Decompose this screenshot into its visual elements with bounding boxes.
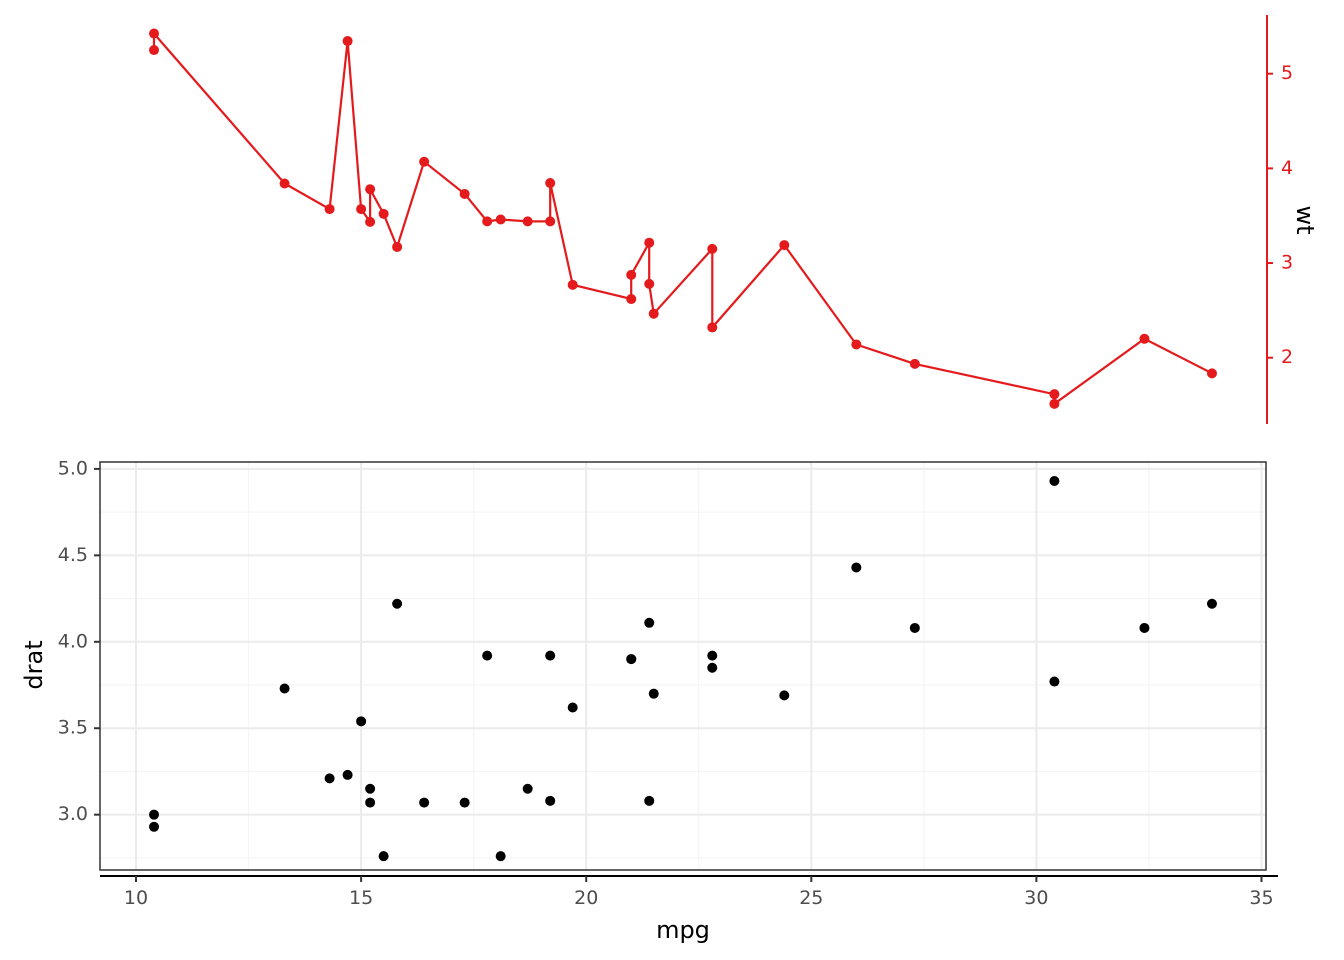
wt-point	[149, 28, 160, 39]
wt-point	[482, 216, 493, 227]
wt-point	[356, 204, 367, 215]
drat-point	[851, 562, 862, 573]
drat-point	[378, 851, 389, 862]
mpg-tick-label: 25	[799, 887, 823, 909]
drat-point	[522, 783, 533, 794]
wt-point	[644, 278, 655, 289]
scatter-gridlines	[100, 462, 1266, 870]
drat-point	[545, 650, 556, 661]
drat-tick-label: 3.0	[58, 803, 88, 825]
wt-point	[545, 216, 556, 227]
drat-point	[149, 821, 160, 832]
drat-point	[495, 851, 506, 862]
drat-tick-label: 4.5	[58, 544, 88, 566]
drat-point	[648, 688, 659, 699]
drat-point	[365, 797, 376, 808]
wt-tick-label: 5	[1281, 62, 1293, 84]
drat-point	[356, 716, 367, 727]
wt-point	[1049, 389, 1060, 400]
wt-point	[149, 45, 160, 56]
drat-point	[644, 795, 655, 806]
drat-point	[1139, 622, 1150, 633]
wt-point	[545, 178, 556, 189]
wt-tick-label: 4	[1281, 157, 1293, 179]
wt-point	[378, 208, 389, 219]
drat-point	[1206, 598, 1217, 609]
wt-point	[522, 216, 533, 227]
mpg-tick-label: 20	[574, 887, 598, 909]
mpg-x-axis: 10 15 20 25 30 35	[100, 875, 1278, 909]
drat-axis-title: drat	[20, 640, 48, 689]
wt-point	[365, 216, 376, 227]
mpg-tick-label: 10	[124, 887, 148, 909]
drat-point	[149, 809, 160, 820]
drat-point	[342, 769, 353, 780]
drat-point	[279, 683, 290, 694]
wt-point	[419, 156, 430, 167]
scatter-panel-border	[99, 461, 1267, 871]
mpg-tick-label: 30	[1024, 887, 1048, 909]
drat-point	[707, 650, 718, 661]
drat-point	[567, 702, 578, 713]
drat-point	[482, 650, 493, 661]
wt-point	[626, 269, 637, 280]
wt-line-panel: 2 3 4 5 wt	[149, 15, 1319, 424]
drat-point	[779, 690, 790, 701]
wt-point	[626, 294, 637, 305]
wt-point	[342, 36, 353, 47]
wt-point	[495, 214, 506, 225]
wt-right-axis: 2 3 4 5	[1266, 15, 1293, 424]
wt-point	[707, 322, 718, 333]
drat-point	[545, 795, 556, 806]
drat-point	[459, 797, 470, 808]
drat-point-series	[149, 476, 1217, 862]
drat-scatter-panel: 10 15 20 25 30 35 3.0 3.5 4.0 4.5 5.0 mpg drat	[20, 457, 1278, 944]
wt-line-series	[149, 28, 1217, 409]
mpg-tick-label: 15	[349, 887, 373, 909]
drat-point	[392, 598, 403, 609]
wt-point	[459, 188, 470, 199]
drat-point	[324, 773, 335, 784]
wt-point	[851, 339, 862, 350]
wt-point	[324, 204, 335, 215]
drat-tick-label: 4.0	[58, 630, 88, 652]
drat-point	[644, 617, 655, 628]
drat-point	[419, 797, 430, 808]
wt-point	[279, 178, 290, 189]
mpg-axis-title: mpg	[656, 916, 710, 944]
wt-point	[1139, 333, 1150, 344]
wt-tick-label: 3	[1281, 252, 1293, 274]
wt-point	[707, 243, 718, 254]
scatter-panel-background	[100, 462, 1266, 870]
drat-point	[626, 654, 637, 665]
drat-point	[365, 783, 376, 794]
drat-point	[1049, 476, 1060, 487]
drat-tick-label: 3.5	[58, 717, 88, 739]
wt-point	[779, 240, 790, 251]
drat-point	[707, 662, 718, 673]
wt-axis-title: wt	[1291, 205, 1319, 234]
wt-point	[365, 184, 376, 195]
wt-point	[1206, 368, 1217, 379]
wt-point	[648, 308, 659, 319]
drat-y-axis: 3.0 3.5 4.0 4.5 5.0	[58, 457, 100, 825]
wt-point	[567, 279, 578, 290]
wt-point	[392, 241, 403, 252]
drat-point	[1049, 676, 1060, 687]
wt-point	[909, 358, 920, 369]
mpg-tick-label: 35	[1249, 887, 1273, 909]
drat-tick-label: 5.0	[58, 457, 88, 479]
wt-tick-label: 2	[1281, 346, 1293, 368]
drat-point	[909, 622, 920, 633]
wt-point	[1049, 398, 1060, 409]
wt-point	[644, 237, 655, 248]
